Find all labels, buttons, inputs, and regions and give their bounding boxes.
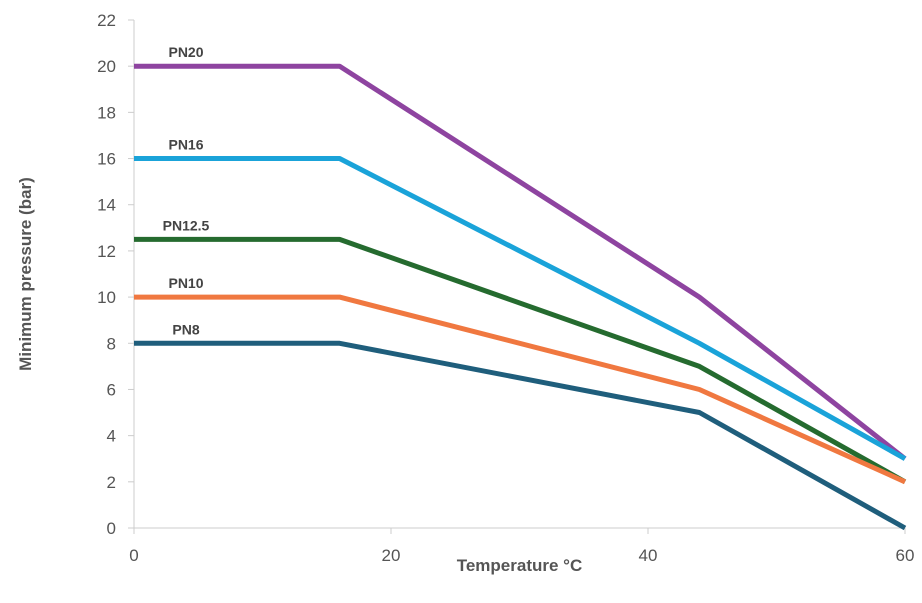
y-tick-label: 14 (97, 196, 116, 215)
y-tick-label: 4 (107, 427, 116, 446)
x-tick-label: 60 (896, 546, 915, 565)
y-tick-label: 6 (107, 380, 116, 399)
y-tick-label: 12 (97, 242, 116, 261)
series-line-pn8 (134, 340, 907, 531)
series-line-pn20 (134, 63, 907, 461)
y-tick-label: 8 (107, 334, 116, 353)
y-tick-label: 10 (97, 288, 116, 307)
series-line-pn16 (134, 156, 907, 461)
axes (133, 20, 905, 529)
x-axis-title: Temperature °C (457, 556, 583, 575)
series-label: PN8 (172, 321, 199, 337)
y-axis-title: Minimum pressure (bar) (16, 177, 35, 371)
series-label: PN16 (168, 137, 203, 153)
y-tick-label: 18 (97, 103, 116, 122)
y-axis-ticks: 0 2 4 6 8 10 12 14 16 18 20 22 (97, 11, 134, 538)
series-labels: PN20 PN16 PN12.5 PN10 PN8 (163, 44, 210, 337)
series-lines (134, 63, 907, 531)
x-tick-label: 0 (129, 546, 138, 565)
x-tick-label: 20 (382, 546, 401, 565)
x-tick-label: 40 (639, 546, 658, 565)
y-tick-label: 20 (97, 57, 116, 76)
series-label: PN10 (168, 275, 203, 291)
series-label: PN20 (168, 44, 203, 60)
y-tick-label: 16 (97, 150, 116, 169)
series-line-pn10 (134, 294, 907, 485)
y-tick-label: 0 (107, 519, 116, 538)
series-line-pn12-5 (134, 236, 907, 484)
y-tick-label: 2 (107, 473, 116, 492)
x-axis-ticks: 0 20 40 60 (129, 528, 914, 565)
y-tick-label: 22 (97, 11, 116, 30)
series-label: PN12.5 (163, 217, 210, 233)
